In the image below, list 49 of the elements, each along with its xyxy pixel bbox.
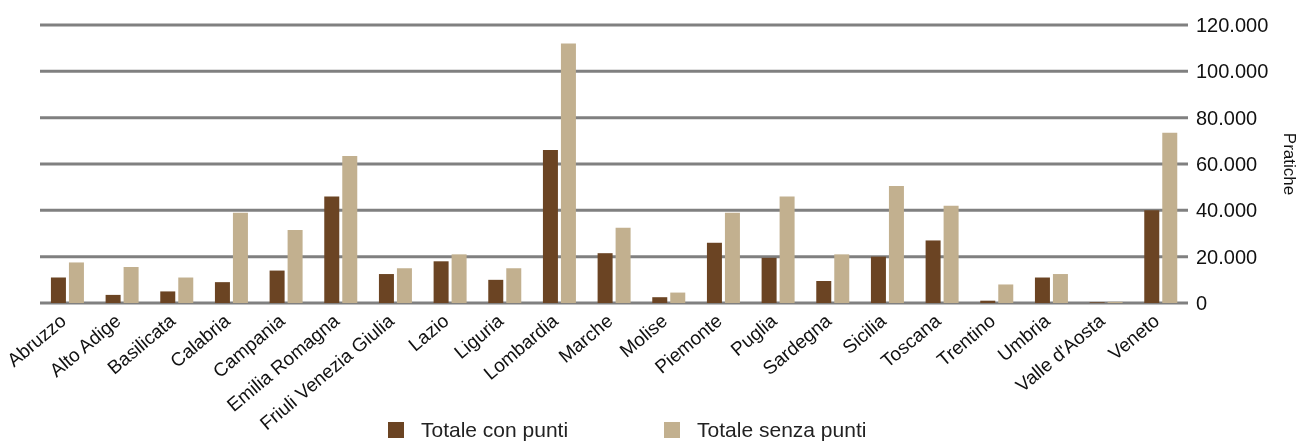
legend-label: Totale con punti [421,418,569,442]
bar [998,284,1014,303]
bar [506,268,522,303]
bar [214,282,230,303]
bar [652,297,668,303]
y-tick-label: 80.000 [1196,106,1258,129]
y-axis-title: Pratiche [1280,132,1300,196]
bar [232,212,248,303]
legend-label: Totale senza punti [697,418,867,442]
bar [178,277,194,303]
bar [870,256,886,303]
bar [706,242,722,303]
bar [123,267,139,303]
y-tick-label: 120.000 [1196,14,1269,37]
bar [1034,277,1050,303]
bar [560,43,576,303]
bar [925,240,941,303]
bar [724,212,740,303]
bar [943,205,959,303]
y-tick-label: 60.000 [1196,153,1258,176]
bar [378,274,394,303]
bar [50,277,66,303]
y-tick-label: 100.000 [1196,60,1269,83]
bar [396,268,412,303]
bar [779,196,795,303]
bar [1052,274,1068,303]
bar [1162,132,1178,303]
bar [287,230,303,303]
bar [615,227,631,303]
bar [105,294,121,303]
bar [888,186,904,303]
bar [324,196,340,303]
y-tick-label: 0 [1196,292,1208,315]
bar [488,279,504,303]
bar [834,254,850,303]
bar [542,150,558,303]
bar [451,254,467,303]
bar [433,261,449,303]
bar [68,262,84,303]
bar [269,270,285,303]
bar [1144,210,1160,303]
bar [761,257,777,303]
bar [597,253,613,303]
bar [160,291,176,303]
bar [342,155,358,303]
y-tick-label: 20.000 [1196,245,1258,268]
y-tick-label: 40.000 [1196,199,1258,222]
bar [670,292,686,303]
bar [816,280,832,303]
